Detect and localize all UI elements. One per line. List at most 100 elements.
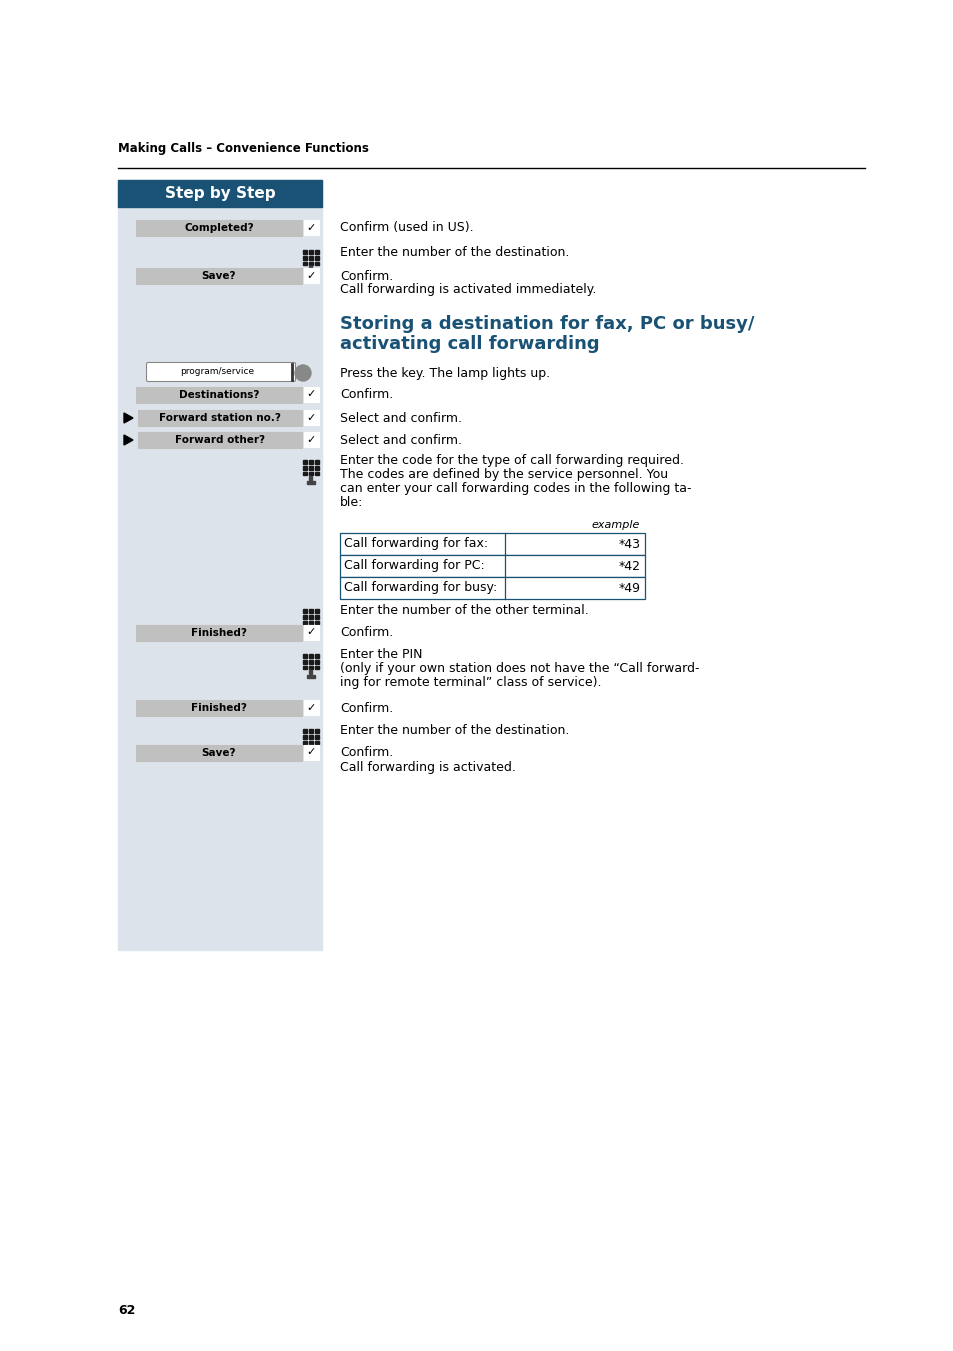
Bar xyxy=(304,744,318,761)
Bar xyxy=(309,654,313,658)
Bar xyxy=(136,744,302,761)
Bar xyxy=(314,659,318,663)
Text: Select and confirm.: Select and confirm. xyxy=(339,434,461,446)
Bar xyxy=(309,620,313,624)
Text: ✓: ✓ xyxy=(307,223,315,232)
Text: program/service: program/service xyxy=(180,367,253,377)
Text: Confirm.: Confirm. xyxy=(339,747,393,759)
Text: Select and confirm.: Select and confirm. xyxy=(339,412,461,424)
Bar xyxy=(303,666,307,669)
Bar xyxy=(309,735,313,739)
Text: ing for remote terminal” class of service).: ing for remote terminal” class of servic… xyxy=(339,676,601,689)
Bar xyxy=(136,267,302,284)
Bar xyxy=(307,481,314,485)
Bar xyxy=(309,609,313,613)
Text: Call forwarding for busy:: Call forwarding for busy: xyxy=(344,581,497,594)
Polygon shape xyxy=(124,413,132,423)
Bar xyxy=(309,250,313,254)
Bar xyxy=(314,730,318,732)
Bar xyxy=(136,220,302,236)
Bar xyxy=(118,180,322,950)
Bar xyxy=(309,471,313,476)
Text: ✓: ✓ xyxy=(307,435,315,444)
Text: Press the key. The lamp lights up.: Press the key. The lamp lights up. xyxy=(339,366,550,380)
Bar xyxy=(339,534,644,555)
Bar xyxy=(314,740,318,744)
Bar xyxy=(314,262,318,265)
Text: Finished?: Finished? xyxy=(191,628,247,638)
Bar xyxy=(309,730,313,732)
Bar xyxy=(307,272,314,274)
Text: Save?: Save? xyxy=(201,272,236,281)
Bar xyxy=(339,577,644,598)
Text: ✓: ✓ xyxy=(307,627,315,638)
Bar xyxy=(136,700,302,716)
Bar xyxy=(307,631,314,634)
Text: Save?: Save? xyxy=(201,748,236,758)
Text: Call forwarding is activated immediately.: Call forwarding is activated immediately… xyxy=(339,282,596,296)
Text: Call forwarding for fax:: Call forwarding for fax: xyxy=(344,538,488,550)
Bar xyxy=(304,386,318,403)
Text: The codes are defined by the service personnel. You: The codes are defined by the service per… xyxy=(339,467,667,481)
Bar xyxy=(314,250,318,254)
Bar xyxy=(314,620,318,624)
Bar xyxy=(304,409,318,426)
Bar xyxy=(314,615,318,619)
Bar xyxy=(138,409,302,426)
Bar xyxy=(309,666,313,669)
Text: Enter the number of the destination.: Enter the number of the destination. xyxy=(339,724,569,738)
Bar xyxy=(303,620,307,624)
Bar xyxy=(136,626,302,640)
Bar xyxy=(309,746,313,750)
Text: Forward station no.?: Forward station no.? xyxy=(159,413,280,423)
Text: *43: *43 xyxy=(618,538,640,550)
Bar xyxy=(309,740,313,744)
Text: ✓: ✓ xyxy=(307,412,315,423)
Bar xyxy=(136,386,302,403)
Text: ✓: ✓ xyxy=(307,703,315,712)
Bar xyxy=(303,255,307,259)
Bar xyxy=(303,459,307,463)
Bar xyxy=(120,432,136,449)
Bar xyxy=(309,626,313,630)
Bar xyxy=(314,654,318,658)
Bar xyxy=(304,700,318,715)
Bar xyxy=(303,471,307,476)
Bar xyxy=(303,262,307,265)
Bar xyxy=(303,466,307,470)
Text: Destinations?: Destinations? xyxy=(178,390,259,400)
Text: Making Calls – Convenience Functions: Making Calls – Convenience Functions xyxy=(118,142,369,155)
Text: example: example xyxy=(591,520,639,530)
Bar xyxy=(314,459,318,463)
Bar xyxy=(120,409,136,426)
Text: activating call forwarding: activating call forwarding xyxy=(339,335,599,353)
Bar xyxy=(307,750,314,754)
Text: Enter the number of the other terminal.: Enter the number of the other terminal. xyxy=(339,604,588,617)
Circle shape xyxy=(294,365,311,381)
Polygon shape xyxy=(124,435,132,444)
Bar xyxy=(339,555,644,577)
Text: ✓: ✓ xyxy=(307,747,315,758)
Bar xyxy=(304,220,318,235)
Bar xyxy=(309,466,313,470)
Bar xyxy=(309,262,313,265)
Bar xyxy=(303,740,307,744)
Text: Enter the PIN: Enter the PIN xyxy=(339,648,422,661)
Text: (only if your own station does not have the “Call forward-: (only if your own station does not have … xyxy=(339,662,699,676)
FancyBboxPatch shape xyxy=(147,362,295,381)
Bar xyxy=(309,659,313,663)
Bar xyxy=(304,626,318,640)
Text: Confirm.: Confirm. xyxy=(339,627,393,639)
Bar xyxy=(309,459,313,463)
Bar xyxy=(309,477,313,481)
Bar xyxy=(309,615,313,619)
Text: Forward other?: Forward other? xyxy=(174,435,265,444)
Bar xyxy=(303,659,307,663)
Bar xyxy=(309,255,313,259)
Bar xyxy=(303,735,307,739)
Bar xyxy=(303,654,307,658)
Text: Finished?: Finished? xyxy=(191,703,247,713)
Bar xyxy=(314,666,318,669)
Bar xyxy=(304,267,318,282)
Bar xyxy=(303,250,307,254)
